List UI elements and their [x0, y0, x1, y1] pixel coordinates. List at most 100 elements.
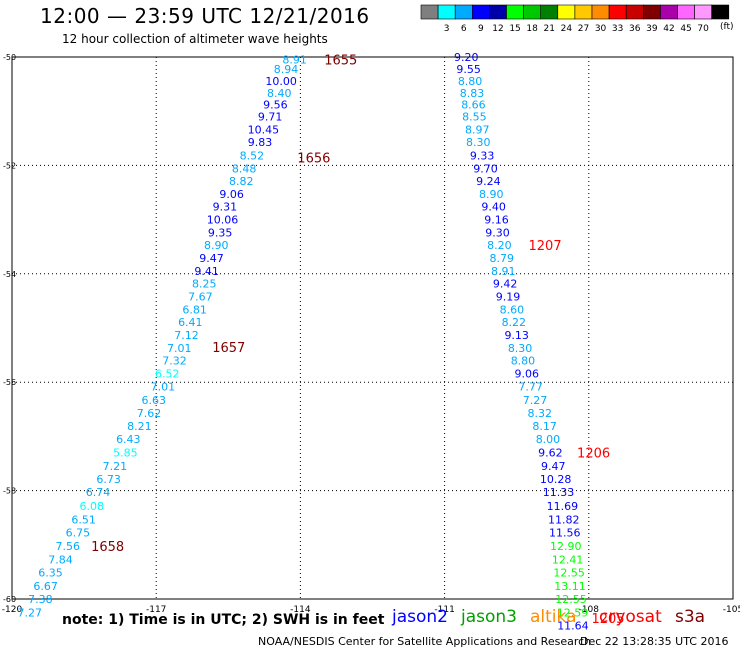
wave-height-value: 9.20: [454, 51, 479, 64]
pass-time-label: 1657: [212, 341, 245, 356]
wave-height-value: 10.45: [248, 124, 280, 137]
wave-height-value: 9.41: [194, 265, 219, 278]
wave-height-value: 8.25: [192, 278, 217, 291]
x-tick-label: -105: [723, 605, 740, 615]
wave-height-value: 8.90: [479, 188, 504, 201]
x-tick-label: -108: [579, 605, 600, 615]
wave-height-value: 6.52: [155, 368, 180, 381]
timestamp-text: Dec 22 13:28:35 UTC 2016: [580, 635, 729, 648]
wave-height-value: 7.67: [188, 291, 213, 304]
wave-height-value: 9.42: [493, 278, 518, 291]
legend-swatch: [471, 4, 490, 20]
legend-label: 15: [509, 24, 520, 34]
wave-height-value: 8.91: [282, 54, 307, 67]
wave-height-value: 9.06: [219, 188, 244, 201]
pass-time-label: 1205: [591, 612, 624, 627]
legend-swatch: [608, 4, 627, 20]
legend-swatch: [711, 4, 730, 20]
wave-height-value: 6.41: [178, 316, 203, 329]
wave-height-value: 7.21: [103, 460, 128, 473]
legend-label: 42: [663, 24, 674, 34]
legend-label: 30: [595, 24, 607, 34]
wave-height-value: 11.56: [549, 526, 581, 539]
legend-unit: (ft): [720, 22, 734, 32]
wave-height-value: 12.55: [553, 566, 585, 579]
legend-label: 6: [461, 24, 467, 34]
wave-height-value: 9.62: [538, 447, 563, 460]
legend-swatch: [694, 4, 712, 20]
chart-frame: [11, 56, 734, 600]
wave-height-value: 9.33: [470, 150, 495, 163]
wave-height-value: 5.85: [113, 447, 138, 460]
chart-title: 12:00 — 23:59 UTC 12/21/2016: [40, 4, 370, 28]
x-tick-label: -114: [290, 605, 311, 615]
legend-label: 45: [680, 24, 691, 34]
wave-height-value: 12.59: [557, 607, 589, 620]
wave-height-value: 11.33: [543, 486, 575, 499]
wave-height-value: 7.32: [162, 355, 187, 368]
legend-swatch: [660, 4, 678, 20]
wave-height-value: 8.66: [461, 99, 486, 112]
x-tick-label: -111: [434, 605, 454, 615]
wave-height-value: 8.22: [502, 316, 527, 329]
wave-height-value: 9.71: [258, 111, 283, 124]
wave-height-value: 9.19: [496, 291, 521, 304]
legend-swatch: [574, 4, 593, 20]
legend-swatch: [437, 4, 456, 20]
wave-height-value: 9.24: [476, 175, 501, 188]
legend-swatch: [454, 4, 473, 20]
wave-height-value: 11.64: [557, 620, 589, 633]
wave-height-value: 8.40: [267, 87, 292, 100]
satellite-altika: altika: [530, 607, 577, 627]
pass-time-label: 1206: [577, 447, 610, 462]
wave-height-value: 8.94: [274, 63, 299, 76]
x-tick-label: -117: [146, 605, 166, 615]
legend-swatch: [642, 4, 661, 20]
wave-height-value: 8.55: [462, 111, 487, 124]
wave-height-value: 8.32: [528, 407, 553, 420]
footer-note: note: 1) Time is in UTC; 2) SWH is in fe…: [62, 612, 385, 628]
wave-height-value: 10.00: [265, 75, 297, 88]
wave-height-value: 8.48: [232, 163, 257, 176]
wave-height-value: 6.35: [38, 566, 63, 579]
pass-time-label: 1207: [529, 239, 562, 254]
legend-label: 12: [492, 24, 503, 34]
legend-swatch: [523, 4, 541, 20]
wave-height-value: 8.00: [536, 433, 561, 446]
color-legend: 3 6 9 12 15 18 21 24 27 30 33 36 39 42 45 70: [420, 4, 730, 34]
satellite-jason3: jason3: [461, 607, 517, 627]
wave-height-value: 6.08: [80, 500, 105, 513]
chart-grid: [12, 57, 733, 599]
wave-height-value: 6.67: [33, 580, 58, 593]
legend-label: 33: [612, 24, 623, 34]
wave-height-value: 7.27: [523, 394, 548, 407]
wave-height-value: 7.62: [137, 407, 162, 420]
y-tick-label: -52: [3, 161, 16, 170]
wave-height-value: 6.81: [182, 304, 207, 317]
wave-height-value: 12.41: [552, 553, 584, 566]
y-tick-label: -58: [3, 487, 16, 496]
pass-time-label: 1658: [91, 540, 124, 555]
wave-height-value: 9.83: [248, 136, 273, 149]
wave-height-value: 9.40: [481, 201, 506, 214]
legend-label: 36: [629, 24, 641, 34]
y-tick-label: -56: [3, 378, 16, 387]
wave-height-value: 6.43: [116, 433, 141, 446]
wave-height-value: 8.20: [487, 239, 512, 252]
legend-swatch: [506, 4, 524, 20]
wave-height-value: 8.79: [490, 252, 515, 265]
legend-swatch: [591, 4, 610, 20]
wave-height-value: 9.47: [541, 460, 566, 473]
legend-swatch: [557, 4, 576, 20]
wave-height-value: 8.60: [500, 304, 525, 317]
wave-height-value: 8.17: [532, 420, 557, 433]
legend-label: 27: [578, 24, 589, 34]
wave-height-value: 8.91: [491, 265, 516, 278]
wave-height-value: 6.51: [71, 513, 96, 526]
axis-ticks: -120 -117 -114 -111 -108 -105 -50 -52 -54 -56 -58 -…: [2, 53, 740, 615]
legend-swatch: [489, 4, 507, 20]
wave-height-value: 7.56: [56, 540, 81, 553]
plot-border: [11, 56, 734, 600]
wave-height-value: 9.06: [515, 368, 540, 381]
